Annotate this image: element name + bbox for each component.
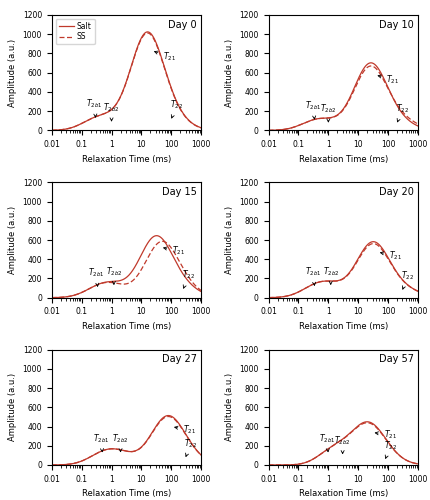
Text: $T_{21}$: $T_{21}$ [154, 50, 175, 63]
Text: Day 0: Day 0 [168, 20, 197, 30]
Y-axis label: Amplitude (a.u.): Amplitude (a.u.) [8, 38, 17, 107]
Y-axis label: Amplitude (a.u.): Amplitude (a.u.) [8, 206, 17, 274]
Text: $T_{2b2}$: $T_{2b2}$ [103, 102, 120, 121]
Text: $T_{2b2}$: $T_{2b2}$ [334, 434, 350, 454]
Text: $T_{22}$: $T_{22}$ [184, 437, 197, 456]
Text: Day 10: Day 10 [378, 20, 413, 30]
Text: $T_{22}$: $T_{22}$ [383, 439, 396, 458]
Y-axis label: Amplitude (a.u.): Amplitude (a.u.) [8, 373, 17, 442]
Text: $T_{2b2}$: $T_{2b2}$ [112, 432, 129, 452]
X-axis label: Relaxation Time (ms): Relaxation Time (ms) [82, 322, 171, 331]
Text: $T_{21}$: $T_{21}$ [380, 250, 401, 262]
Text: $T_{22}$: $T_{22}$ [170, 98, 183, 118]
Text: $T_{22}$: $T_{22}$ [395, 102, 408, 122]
Text: Day 15: Day 15 [162, 187, 197, 197]
X-axis label: Relaxation Time (ms): Relaxation Time (ms) [298, 322, 387, 331]
Y-axis label: Amplitude (a.u.): Amplitude (a.u.) [224, 206, 233, 274]
Text: $T_{2b2}$: $T_{2b2}$ [322, 265, 338, 284]
Text: $T_{2b1}$: $T_{2b1}$ [318, 432, 335, 452]
Text: $T_{21}$: $T_{21}$ [377, 73, 399, 86]
Y-axis label: Amplitude (a.u.): Amplitude (a.u.) [224, 38, 233, 107]
Text: $T_{2b2}$: $T_{2b2}$ [319, 102, 336, 122]
Text: $T_{2b1}$: $T_{2b1}$ [304, 266, 321, 285]
Text: Day 57: Day 57 [378, 354, 413, 364]
Text: $T_{21}$: $T_{21}$ [174, 424, 196, 436]
Text: Day 27: Day 27 [161, 354, 197, 364]
Text: $T_{21}$: $T_{21}$ [163, 245, 184, 258]
Legend: Salt, SS: Salt, SS [55, 19, 95, 44]
Text: Day 20: Day 20 [378, 187, 413, 197]
X-axis label: Relaxation Time (ms): Relaxation Time (ms) [298, 154, 387, 164]
Text: $T_{2b1}$: $T_{2b1}$ [304, 100, 321, 119]
Text: $T_{22}$: $T_{22}$ [181, 269, 194, 288]
Text: $T_{2b1}$: $T_{2b1}$ [93, 432, 109, 452]
Text: $T_{2b1}$: $T_{2b1}$ [86, 98, 102, 117]
Text: $T_{21}$: $T_{21}$ [375, 428, 396, 441]
Text: $T_{2b1}$: $T_{2b1}$ [88, 267, 104, 286]
X-axis label: Relaxation Time (ms): Relaxation Time (ms) [82, 154, 171, 164]
X-axis label: Relaxation Time (ms): Relaxation Time (ms) [298, 490, 387, 498]
X-axis label: Relaxation Time (ms): Relaxation Time (ms) [82, 490, 171, 498]
Y-axis label: Amplitude (a.u.): Amplitude (a.u.) [224, 373, 233, 442]
Text: $T_{22}$: $T_{22}$ [400, 270, 413, 289]
Text: $T_{2b2}$: $T_{2b2}$ [105, 265, 122, 284]
